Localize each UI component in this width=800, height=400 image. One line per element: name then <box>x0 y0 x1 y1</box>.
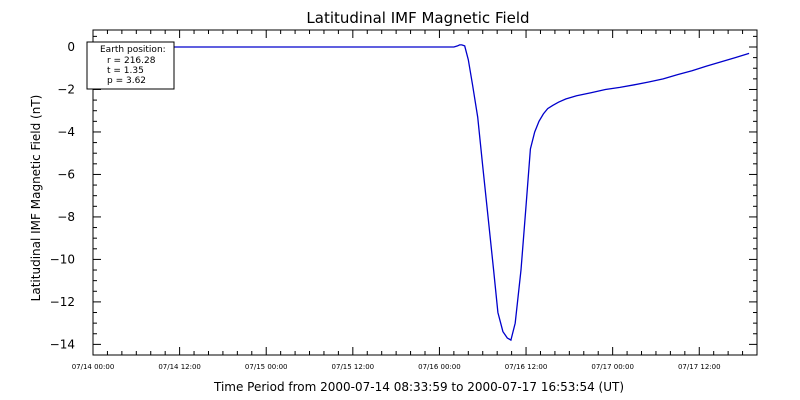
legend-line-r: r = 216.28 <box>107 56 156 66</box>
x-tick-label: 07/17 12:00 <box>678 363 721 371</box>
y-tick-label: −6 <box>57 167 75 181</box>
x-tick-label: 07/17 00:00 <box>591 363 634 371</box>
x-axis-label: Time Period from 2000-07-14 08:33:59 to … <box>213 380 624 394</box>
legend-frame <box>86 41 175 90</box>
x-tick-label: 07/16 12:00 <box>505 363 548 371</box>
plot-frame <box>92 29 758 356</box>
series-line <box>154 44 750 342</box>
x-tick-label: 07/14 12:00 <box>158 363 201 371</box>
legend-line-t: t = 1.35 <box>107 66 144 76</box>
y-tick-label: −4 <box>57 125 75 139</box>
x-tick-label: 07/16 00:00 <box>418 363 461 371</box>
y-axis-label: Latitudinal IMF Magnetic Field (nT) <box>29 95 43 302</box>
axis-ticks: 0 −2 −4 −6 −8 −10 −12 −14 07/14 00:00 07/14 12:00… <box>50 30 758 371</box>
y-tick-label: 0 <box>67 40 75 54</box>
legend-title: Earth position: <box>100 45 166 55</box>
y-tick-label: −12 <box>50 295 75 309</box>
y-tick-label: −10 <box>50 252 75 266</box>
y-tick-label: −14 <box>50 337 75 351</box>
x-tick-label: 07/15 00:00 <box>245 363 288 371</box>
legend-box: Earth position: r = 216.28 t = 1.35 p = … <box>86 41 175 90</box>
y-tick-label: −2 <box>57 82 75 96</box>
chart-title: Latitudinal IMF Magnetic Field <box>306 9 529 27</box>
x-tick-label: 07/15 12:00 <box>332 363 375 371</box>
data-series <box>154 44 750 342</box>
x-tick-label: 07/14 00:00 <box>72 363 115 371</box>
y-tick-label: −8 <box>57 210 75 224</box>
legend-line-p: p = 3.62 <box>107 76 146 86</box>
